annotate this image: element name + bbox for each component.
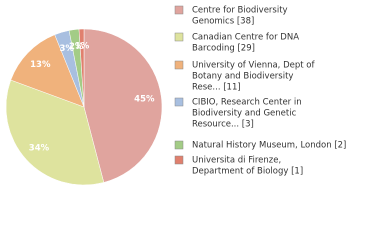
legend-label: CIBIO, Research Center in	[192, 98, 302, 108]
legend-label: Natural History Museum, London [2]	[192, 141, 346, 151]
legend-label: Centre for Biodiversity	[192, 6, 288, 16]
slice-label: 45%	[134, 95, 155, 105]
legend-swatch	[174, 60, 184, 70]
pie-slice	[83, 28, 163, 183]
legend-label: Universita di Firenze,	[192, 156, 281, 166]
slice-label: 2%	[69, 42, 84, 52]
legend-label: Genomics [38]	[192, 17, 254, 27]
legend-label: Botany and Biodiversity	[192, 72, 293, 82]
slice-label: 3%	[59, 44, 74, 54]
slice-label: 13%	[30, 60, 51, 70]
legend-label: Department of Biology [1]	[192, 167, 303, 177]
slice-label: 1%	[75, 42, 90, 52]
legend-label: University of Vienna, Dept of	[192, 61, 315, 71]
legend-swatch	[174, 140, 184, 150]
legend-label: Resource... [3]	[192, 120, 254, 130]
legend-label: Barcoding [29]	[192, 44, 255, 54]
legend-swatch	[174, 32, 184, 42]
legend-label: Rese... [11]	[192, 83, 241, 93]
legend-swatch	[174, 97, 184, 107]
legend-swatch	[174, 155, 184, 165]
legend-label: Biodiversity and Genetic	[192, 109, 297, 119]
slice-label: 34%	[29, 143, 50, 153]
legend-label: Canadian Centre for DNA	[192, 33, 299, 43]
pie-slice	[5, 79, 105, 186]
legend-swatch	[174, 5, 184, 15]
pie-slice	[10, 34, 85, 108]
pie-slice	[78, 28, 85, 108]
